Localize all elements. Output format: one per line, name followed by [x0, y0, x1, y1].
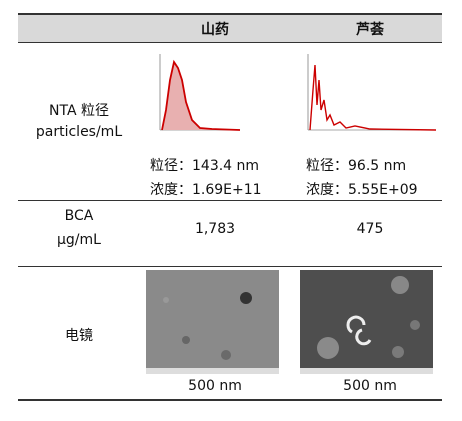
cell-text: 粒径：143.4 nm [150, 158, 260, 174]
micrograph [300, 270, 433, 374]
nta-plot [307, 54, 437, 131]
cell-text: 浓度：5.55E+09 [306, 182, 418, 198]
header-bg [18, 14, 442, 42]
nta-plot [159, 54, 241, 131]
cell-text: 粒径：96.5 nm [306, 158, 407, 174]
rule [18, 42, 442, 43]
row-label: NTA 粒径 [49, 103, 109, 119]
rule [18, 266, 442, 267]
column-header: 芦荟 [356, 22, 384, 38]
row-label: 电镜 [65, 328, 93, 344]
column-header: 山药 [201, 22, 229, 38]
cell-text: 1,783 [194, 221, 236, 237]
rule [18, 13, 442, 15]
row-label: particles/mL [35, 124, 123, 140]
cell-text: 浓度：1.69E+11 [150, 182, 262, 198]
rule [18, 399, 442, 401]
scale-label: 500 nm [343, 378, 397, 394]
scale-label: 500 nm [188, 378, 242, 394]
rule [18, 200, 442, 201]
row-label: BCA [64, 208, 94, 224]
micrograph [146, 270, 279, 374]
row-label: μg/mL [57, 232, 101, 248]
cell-text: 475 [356, 221, 384, 237]
